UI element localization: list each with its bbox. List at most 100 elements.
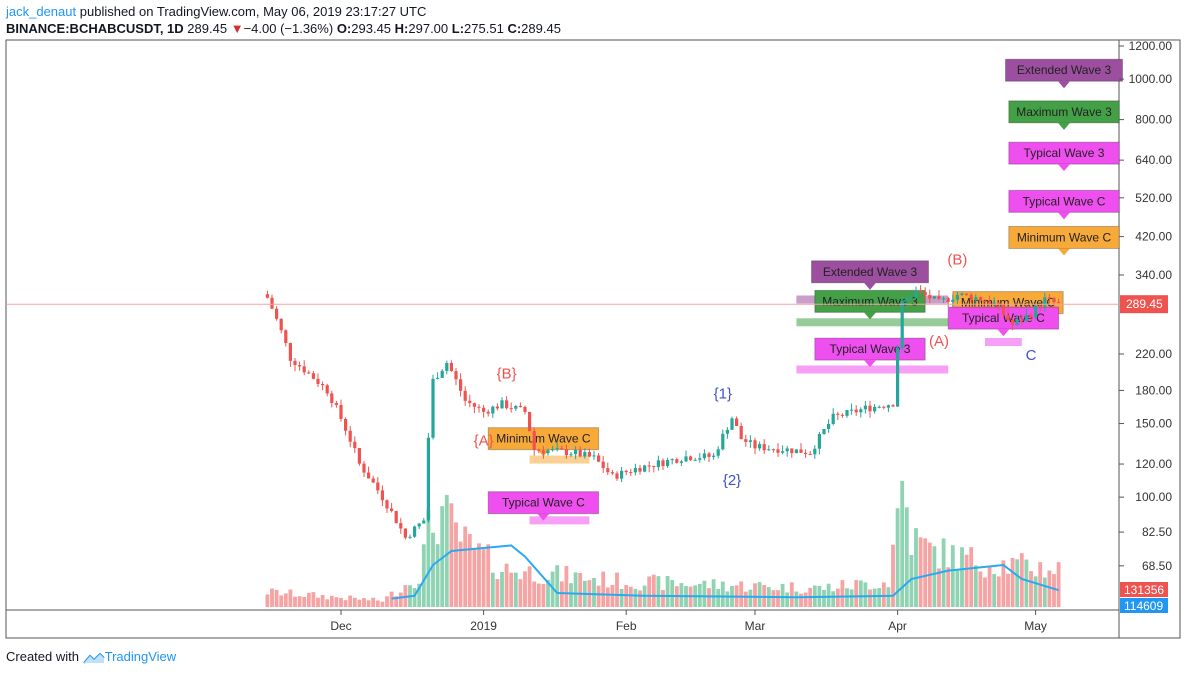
candle-body-42: [459, 379, 463, 391]
candle-body-137: [896, 348, 900, 407]
candle-body-153: [969, 294, 973, 301]
candle-body-22: [367, 472, 371, 479]
candle-body-116: [799, 449, 803, 453]
candle-body-133: [877, 406, 881, 408]
volume-bar-88: [670, 580, 675, 607]
candle-body-80: [633, 467, 637, 473]
candle-body-105: [748, 440, 752, 442]
target-label-4-pointer: [1058, 248, 1070, 256]
candle-body-104: [744, 439, 748, 442]
candle-body-85: [656, 460, 660, 468]
zone-label-0-text: Minimum Wave C: [496, 432, 591, 446]
candle-body-84: [652, 465, 656, 468]
volume-bar-68: [578, 572, 583, 607]
volume-bar-107: [757, 582, 762, 607]
volume-bar-129: [858, 580, 863, 607]
volume-bar-95: [702, 580, 707, 607]
y-tick-label-8: 180.00: [1135, 383, 1172, 397]
candle-body-110: [771, 449, 775, 451]
zone-label-2: Extended Wave 3: [811, 260, 929, 290]
candle-body-171: [1052, 298, 1056, 303]
volume-bar-34: [421, 544, 426, 607]
candle-body-114: [790, 448, 794, 454]
volume-bar-27: [389, 591, 394, 607]
candle-body-167: [1034, 305, 1038, 318]
candle-body-33: [417, 523, 421, 527]
volume-bar-56: [523, 571, 527, 607]
target-label-3-text: Typical Wave C: [1023, 194, 1106, 208]
candle-body-56: [523, 407, 527, 412]
volume-bar-64: [559, 581, 564, 607]
wave-label-4: (A): [929, 333, 949, 350]
volume-bar-105: [748, 589, 753, 607]
volume-bar-79: [628, 586, 633, 607]
last-price: 289.45: [187, 21, 228, 36]
candle-body-70: [587, 452, 591, 457]
volume-bar-67: [573, 572, 578, 607]
footer: Created with TradingView: [6, 649, 176, 664]
volume-bar-28: [394, 596, 399, 607]
candle-body-64: [560, 448, 564, 450]
candle-body-4: [284, 330, 288, 343]
volume-bar-0: [265, 594, 270, 607]
volume-bar-83: [647, 576, 652, 607]
volume-bar-123: [831, 591, 836, 607]
volume-bar-149: [950, 545, 955, 607]
volume-bar-153: [969, 547, 974, 607]
volume-badge-text-0: 131356: [1124, 583, 1164, 597]
zone-label-4-pointer: [864, 360, 876, 368]
volume-bar-32: [412, 588, 417, 607]
candle-body-141: [914, 290, 918, 298]
volume-bar-44: [467, 534, 472, 607]
author-link[interactable]: jack_denaut: [6, 4, 77, 19]
zone-band-4: [796, 365, 949, 374]
volume-bar-139: [904, 507, 909, 607]
candle-body-93: [693, 459, 697, 461]
zone-band-1: [529, 516, 590, 525]
candle-body-49: [491, 406, 495, 414]
candle-body-130: [863, 405, 867, 410]
volume-bar-98: [716, 588, 721, 607]
volume-bar-65: [564, 566, 569, 607]
volume-bar-134: [881, 582, 886, 607]
candle-body-36: [431, 378, 435, 438]
volume-bar-19: [352, 597, 357, 607]
candle-body-76: [615, 473, 619, 479]
volume-bar-16: [339, 597, 343, 607]
volume-bar-114: [789, 582, 794, 607]
volume-bar-171: [1052, 574, 1056, 607]
candle-body-77: [620, 470, 624, 479]
zone-label-3-text: Maximum Wave 3: [822, 294, 918, 308]
candle-body-8: [302, 366, 306, 373]
volume-bar-18: [348, 595, 353, 607]
zone-label-6-pointer: [997, 329, 1010, 337]
candle-body-6: [293, 360, 297, 366]
candle-body-120: [817, 433, 821, 449]
candle-body-139: [905, 298, 909, 302]
candle-body-73: [601, 461, 605, 469]
tradingview-brand-link[interactable]: TradingView: [104, 649, 177, 664]
candle-body-78: [624, 470, 628, 473]
candle-body-74: [606, 468, 610, 473]
candle-body-32: [413, 526, 417, 537]
target-label-0-text: Extended Wave 3: [1017, 63, 1112, 77]
candle-body-13: [325, 385, 329, 394]
candle-body-65: [564, 449, 568, 455]
volume-bar-122: [826, 583, 831, 607]
volume-bar-80: [633, 588, 638, 607]
candle-body-91: [684, 456, 688, 462]
volume-bar-100: [725, 591, 730, 607]
volume-bar-11: [316, 597, 320, 607]
wave-label-1: {B}: [497, 366, 517, 383]
candle-body-140: [909, 297, 913, 299]
wave-targets: Extended Wave 3 Maximum Wave 3 Typical Wav…: [1005, 58, 1123, 256]
volume-bar-6: [293, 596, 297, 607]
created-with-text: Created with: [6, 649, 79, 664]
volume-bar-166: [1029, 571, 1033, 607]
volume-bar-76: [615, 572, 619, 607]
candle-body-92: [689, 456, 693, 461]
candle-body-164: [1020, 319, 1024, 322]
volume-bar-66: [569, 583, 573, 607]
candle-body-58: [532, 431, 536, 450]
